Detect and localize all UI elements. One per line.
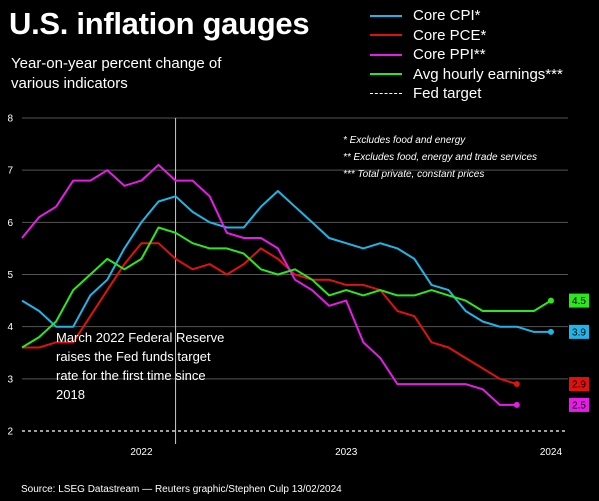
legend-swatch-core-cpi [370,14,402,17]
legend-swatch-core-pce [370,34,402,37]
footnote-core: * Excludes food and energy [343,135,466,146]
legend-label-core-ppi: Core PPI** [413,46,486,64]
chart-title: U.S. inflation gauges [9,6,310,41]
series-line-core-cpi [21,190,551,333]
legend-swatch-fed-target [370,93,402,95]
legend-label-fed-target: Fed target [413,85,482,103]
x-tick-label-2024: 2024 [540,447,563,458]
end-label-core-cpi: 3.9 [572,327,586,338]
end-label-avg-hourly-earnings: 4.5 [572,296,586,307]
x-tick-label-2023: 2023 [335,447,358,458]
legend-item-core-ppi: Core PPI** [370,45,563,65]
y-tick-label-3: 3 [7,374,13,385]
fed-hike-annotation: March 2022 Federal Reserve raises the Fe… [56,330,225,402]
legend-swatch-core-ppi [370,53,402,56]
legend-label-core-cpi: Core CPI* [413,7,481,25]
y-tick-label-4: 4 [7,322,13,333]
end-label-core-pce: 2.9 [572,380,586,391]
series-end-point-core-ppi [513,401,520,408]
legend: Core CPI* Core PCE* Core PPI** Avg hourl… [370,6,563,104]
end-label-core-ppi: 2.5 [572,400,586,411]
end-label-box-core-cpi [569,324,589,339]
footnote-ppi: ** Excludes food, energy and trade servi… [343,152,537,163]
x-tick-label-2022: 2022 [130,447,153,458]
legend-swatch-avg-hourly-earnings [370,73,402,76]
legend-item-core-cpi: Core CPI* [370,6,563,26]
footnote-earnings: *** Total private, constant prices [343,169,485,180]
end-label-box-core-pce [569,377,589,392]
y-tick-label-7: 7 [7,166,13,177]
source-note: Source: LSEG Datastream — Reuters graphi… [21,484,342,495]
series-end-point-core-cpi [547,328,554,335]
end-label-box-core-ppi [569,397,589,412]
series-line-avg-hourly-earnings [21,226,552,349]
y-tick-label-2: 2 [7,427,13,438]
legend-item-fed-target: Fed target [370,84,563,104]
series-line-core-pce [22,242,518,386]
series-line-core-ppi [21,163,517,406]
footnotes: * Excludes food and energy ** Excludes f… [343,132,537,183]
legend-label-avg-hourly-earnings: Avg hourly earnings*** [413,65,563,83]
legend-label-core-pce: Core PCE* [413,26,487,44]
legend-item-avg-hourly-earnings: Avg hourly earnings*** [370,65,563,85]
legend-item-core-pce: Core PCE* [370,26,563,46]
y-tick-label-5: 5 [7,270,13,281]
end-label-box-avg-hourly-earnings [569,293,589,308]
y-tick-label-6: 6 [7,218,13,229]
series-end-point-avg-hourly-earnings [547,297,554,304]
chart-subtitle: Year-on-year percent change of various i… [11,55,222,92]
series-end-point-core-pce [513,381,520,388]
y-tick-label-8: 8 [7,114,13,125]
